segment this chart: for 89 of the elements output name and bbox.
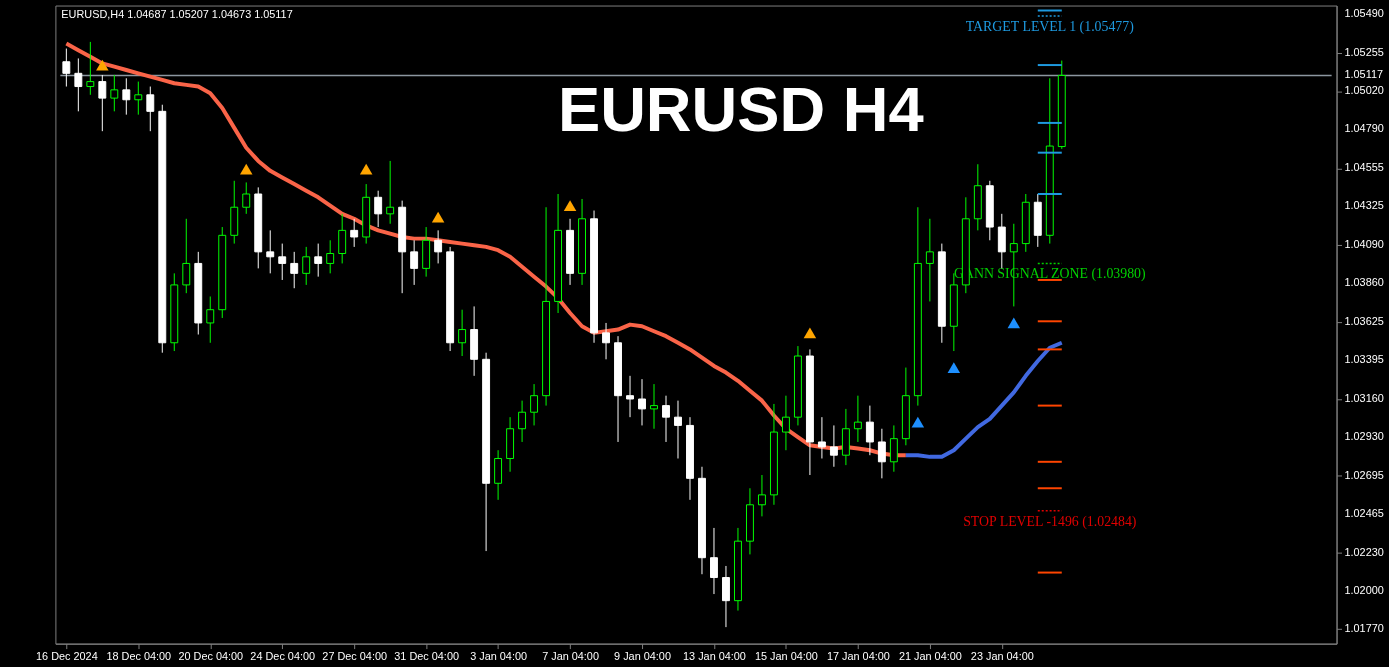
y-tick-label: 1.02465 <box>1344 506 1384 519</box>
candlestick <box>662 395 670 443</box>
candlestick <box>122 77 131 116</box>
candlestick <box>290 251 299 289</box>
candlestick <box>206 295 215 344</box>
candlestick <box>314 243 323 278</box>
point <box>1007 317 1021 329</box>
y-tick-label: 1.03860 <box>1344 276 1384 289</box>
point <box>803 327 817 339</box>
point <box>431 211 445 223</box>
candlestick <box>386 160 395 225</box>
point <box>239 163 253 175</box>
y-tick-label: 1.02695 <box>1344 468 1384 481</box>
line-series <box>903 340 1064 459</box>
x-tick-label: 21 Jan 04:00 <box>898 649 962 662</box>
point <box>947 362 961 373</box>
candlestick <box>266 229 275 274</box>
candlestick <box>853 395 862 443</box>
y-tick-label: 1.01770 <box>1344 621 1384 634</box>
candlestick <box>865 405 874 456</box>
x-tick-label: 27 Dec 04:00 <box>322 649 388 662</box>
candlestick <box>889 424 898 473</box>
x-tick-label: 23 Jan 04:00 <box>970 649 1034 662</box>
candlestick <box>350 218 359 248</box>
x-tick-label: 31 Dec 04:00 <box>394 649 459 662</box>
point <box>359 163 373 175</box>
candlestick <box>374 190 383 228</box>
candlestick <box>518 400 527 443</box>
candlestick <box>242 181 251 215</box>
candlestick <box>817 416 826 459</box>
y-tick-label: 1.05117 <box>1344 68 1383 81</box>
candlestick <box>602 322 610 360</box>
candlestick <box>674 400 682 459</box>
y-tick-label: 1.02000 <box>1344 583 1384 596</box>
candlestick <box>146 86 155 132</box>
y-tick-label: 1.05020 <box>1344 84 1384 97</box>
candlestick <box>638 378 646 426</box>
candlestick <box>74 57 83 112</box>
x-tick-label: 3 Jan 04:00 <box>470 649 528 662</box>
candlestick <box>302 246 311 286</box>
x-tick-label: 9 Jan 04:00 <box>614 649 671 662</box>
y-tick-label: 1.02230 <box>1344 545 1384 558</box>
candlestick <box>182 218 191 294</box>
candlestick <box>86 41 95 96</box>
candlestick <box>757 474 766 517</box>
candlestick <box>338 213 347 264</box>
candlestick <box>925 218 934 302</box>
y-tick-label: 1.03395 <box>1344 353 1384 366</box>
point <box>563 200 577 211</box>
x-tick-label: 24 Dec 04:00 <box>250 649 316 662</box>
candlestick <box>98 74 107 132</box>
text: EURUSD H4 <box>557 74 924 145</box>
y-tick-label: 1.04555 <box>1344 161 1384 174</box>
candlestick <box>877 428 886 479</box>
x-tick-label: 7 Jan 04:00 <box>542 649 599 662</box>
x-tick-label: 15 Jan 04:00 <box>754 649 818 662</box>
candlestick <box>722 565 730 628</box>
point <box>96 59 109 71</box>
candlestick <box>710 527 718 595</box>
x-tick-label: 13 Jan 04:00 <box>683 649 746 662</box>
x-tick-label: 17 Jan 04:00 <box>826 649 890 662</box>
candlestick <box>458 309 467 357</box>
candlestick <box>530 383 539 426</box>
candlestick <box>626 375 634 418</box>
y-tick-label: 1.03160 <box>1344 391 1384 404</box>
y-tick-label: 1.04325 <box>1344 199 1384 212</box>
candlestick <box>278 243 287 281</box>
annotation: EURUSD,H4 1.04687 1.05207 1.04673 1.05117 <box>61 8 293 21</box>
candlestick <box>650 383 658 430</box>
candlestick <box>829 424 838 468</box>
y-tick-label: 1.04090 <box>1344 238 1384 251</box>
x-tick-label: 20 Dec 04:00 <box>178 649 244 662</box>
candlestick <box>434 229 443 264</box>
y-tick-label: 1.05490 <box>1344 6 1384 19</box>
ref-line-label: TARGET LEVEL 1 (1.05477) <box>965 18 1134 35</box>
x-tick-label: 18 Dec 04:00 <box>106 649 172 662</box>
point <box>911 416 925 428</box>
candlestick <box>134 81 143 116</box>
y-tick-label: 1.05255 <box>1344 45 1384 58</box>
y-tick-label: 1.03625 <box>1344 315 1384 328</box>
ref-line-label: STOP LEVEL -1496 (1.02484) <box>963 513 1137 530</box>
candlestick <box>326 239 335 274</box>
candlestick <box>410 239 419 286</box>
candlestick <box>781 395 790 451</box>
y-tick-label: 1.02930 <box>1344 429 1384 442</box>
candlestick <box>62 48 71 88</box>
candlestick <box>110 74 119 112</box>
x-tick-label: 16 Dec 2024 <box>36 649 98 662</box>
y-tick-label: 1.04790 <box>1344 122 1384 135</box>
